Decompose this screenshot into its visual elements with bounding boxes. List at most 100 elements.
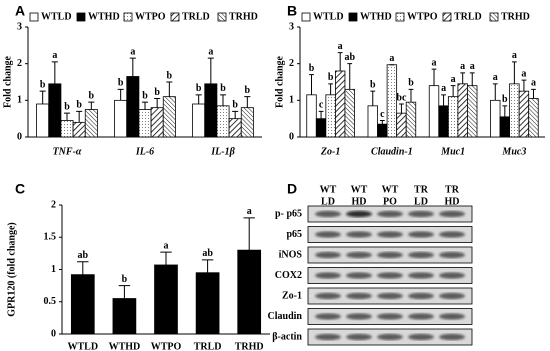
error-bar — [370, 90, 376, 106]
x-tick-label: WTHD — [109, 341, 141, 351]
row-label: β-actin — [272, 331, 302, 342]
column-label: TR — [414, 184, 429, 195]
bar — [428, 85, 440, 138]
blot-band — [377, 313, 403, 320]
blot-band — [377, 251, 403, 259]
error-bar — [63, 112, 71, 121]
bar — [467, 85, 478, 138]
blot-band — [346, 292, 372, 300]
legend-label: TRLD — [182, 11, 210, 22]
legend-swatch — [76, 12, 86, 22]
significance-label: b — [89, 90, 95, 101]
blot-band — [377, 231, 403, 238]
blot-band — [439, 292, 465, 300]
x-tick-label: WTLD — [68, 341, 99, 351]
significance-label: a — [531, 78, 536, 89]
bar — [518, 90, 530, 138]
bar — [240, 107, 254, 138]
significance-label: b — [167, 70, 173, 81]
column-label: WT — [382, 184, 399, 195]
error-bar — [460, 72, 466, 84]
significance-label: a — [521, 68, 526, 79]
significance-label: b — [118, 78, 124, 89]
error-bar — [141, 101, 149, 110]
panel-label: A — [15, 3, 25, 19]
bar — [48, 83, 62, 138]
blot-band — [346, 251, 372, 259]
legend-swatch — [123, 12, 133, 22]
bar — [237, 249, 262, 335]
error-bar — [76, 110, 83, 123]
y-tick-label: 1 — [289, 95, 294, 106]
significance-label: a — [451, 74, 456, 85]
error-bar — [51, 61, 58, 84]
x-tick-label: TRLD — [194, 341, 222, 351]
error-bar — [337, 52, 343, 71]
column-label: WT — [320, 184, 337, 195]
column-label: HD — [445, 196, 460, 207]
significance-label: b — [142, 90, 148, 101]
blot-band — [408, 313, 434, 320]
error-bar — [309, 74, 314, 95]
bar — [36, 103, 50, 138]
x-tick-label: IL-6 — [135, 146, 154, 157]
blot-band — [439, 272, 465, 279]
significance-label: b — [154, 87, 160, 98]
error-bar — [379, 120, 385, 125]
blot-band — [439, 251, 465, 259]
error-bar — [399, 103, 404, 114]
blot-band — [439, 210, 465, 218]
bar — [528, 98, 539, 138]
legend-label: WTLD — [313, 11, 344, 22]
y-tick-label: 0 — [289, 131, 294, 142]
significance-label: a — [460, 61, 465, 72]
blot-band — [315, 251, 341, 259]
bar — [84, 109, 98, 138]
significance-label: a — [208, 46, 213, 57]
error-bar — [118, 285, 131, 299]
significance-label: ab — [78, 250, 89, 261]
significance-label: ab — [202, 248, 213, 259]
blot-band — [439, 313, 465, 320]
significance-label: a — [130, 46, 135, 57]
significance-label: b — [196, 83, 202, 94]
bar — [499, 116, 510, 138]
bar — [386, 64, 398, 138]
error-bar — [521, 79, 527, 92]
x-tick-label: Muc3 — [501, 146, 526, 157]
bar — [114, 99, 128, 138]
blot-band — [439, 333, 465, 341]
legend-swatch — [395, 12, 405, 22]
blot-band — [408, 333, 434, 341]
row-label: iNOS — [279, 249, 303, 260]
blot-band — [439, 231, 465, 238]
significance-label: a — [512, 50, 517, 61]
y-axis-label: GPR120 (fold change) — [6, 222, 17, 316]
column-label: LD — [414, 196, 428, 207]
significance-label: b — [408, 78, 414, 89]
row-label: Claudin — [268, 311, 303, 322]
blot-band — [346, 313, 372, 320]
error-bar — [511, 61, 517, 84]
blot-band — [408, 251, 434, 259]
bar — [438, 105, 449, 138]
legend-label: WTPO — [407, 11, 438, 22]
significance-label: a — [432, 57, 437, 68]
significance-label: a — [164, 240, 169, 251]
error-bar — [469, 72, 475, 86]
blot-band — [346, 333, 372, 341]
bar — [306, 94, 317, 138]
legend-label: TRHD — [229, 11, 258, 22]
bar — [377, 123, 388, 138]
blot-band — [346, 272, 372, 279]
bar — [60, 120, 74, 138]
bar — [192, 103, 206, 138]
blot-band — [315, 272, 341, 279]
significance-label: a — [441, 83, 446, 94]
column-label: PO — [383, 196, 397, 207]
significance-label: bc — [396, 92, 407, 103]
y-axis-label: Fold change — [274, 55, 285, 108]
bar — [315, 118, 327, 138]
x-tick-label: TNF-α — [53, 146, 82, 157]
